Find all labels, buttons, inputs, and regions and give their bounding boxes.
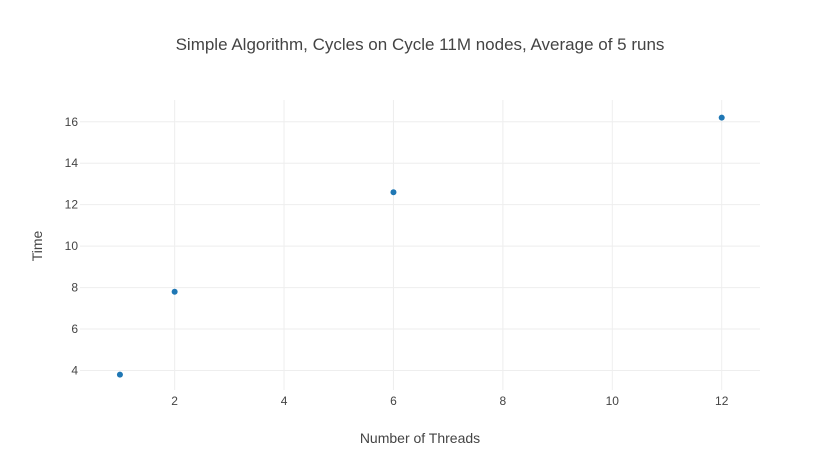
y-gridlines [80, 121, 760, 372]
data-point[interactable] [718, 114, 725, 121]
data-points [116, 114, 725, 378]
chart-title: Simple Algorithm, Cycles on Cycle 11M no… [176, 35, 665, 54]
y-axis-title: Time [29, 230, 45, 261]
y-tick-label: 10 [65, 239, 79, 253]
x-gridlines [174, 100, 723, 390]
y-tick-label: 14 [65, 156, 79, 170]
data-point[interactable] [390, 189, 397, 196]
x-tick-label: 2 [171, 394, 178, 408]
x-tick-label: 4 [281, 394, 288, 408]
y-tick-label: 8 [71, 281, 78, 295]
y-tick-label: 12 [65, 198, 79, 212]
data-point[interactable] [116, 371, 123, 378]
x-tick-label: 10 [606, 394, 620, 408]
y-tick-label: 16 [65, 115, 79, 129]
x-axis-title: Number of Threads [360, 430, 480, 446]
data-point[interactable] [171, 288, 178, 295]
x-tick-label: 6 [390, 394, 397, 408]
y-tick-label: 6 [71, 322, 78, 336]
x-tick-label: 8 [500, 394, 507, 408]
y-axis-ticks: 4 6 8 10 12 14 16 [65, 115, 79, 378]
x-tick-label: 12 [715, 394, 729, 408]
y-tick-label: 4 [71, 364, 78, 378]
x-axis-ticks: 2 4 6 8 10 12 [171, 394, 728, 408]
